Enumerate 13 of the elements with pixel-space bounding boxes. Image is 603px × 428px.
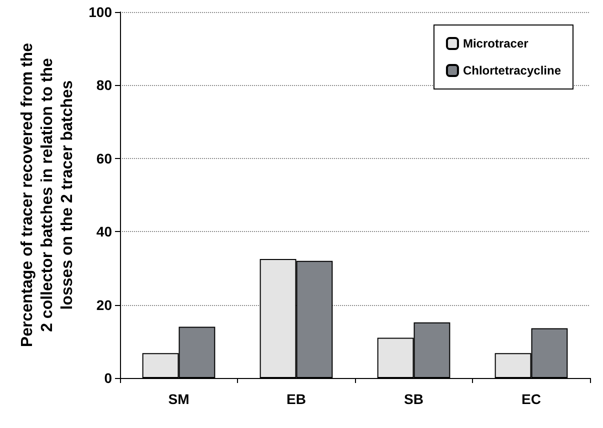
- y-tick-label: 60: [96, 150, 112, 166]
- y-tick-label: 100: [88, 4, 112, 20]
- x-tick-label: EC: [522, 391, 541, 407]
- legend-label: Microtracer: [462, 36, 529, 50]
- y-axis-title: Percentage of tracer recovered from the 2 collector batches in relation to the losses on the 2 tracer batches: [19, 42, 76, 348]
- y-tick-label: 0: [104, 370, 112, 386]
- x-tick-label: SM: [168, 391, 190, 407]
- x-tick-label: EB: [286, 391, 306, 407]
- legend-label: Chlortetracycline: [462, 64, 562, 78]
- y-tick-label: 80: [96, 77, 112, 94]
- x-tick-label: SB: [404, 391, 424, 407]
- y-tick-label: 40: [96, 224, 112, 240]
- y-tick-label: 20: [96, 296, 112, 313]
